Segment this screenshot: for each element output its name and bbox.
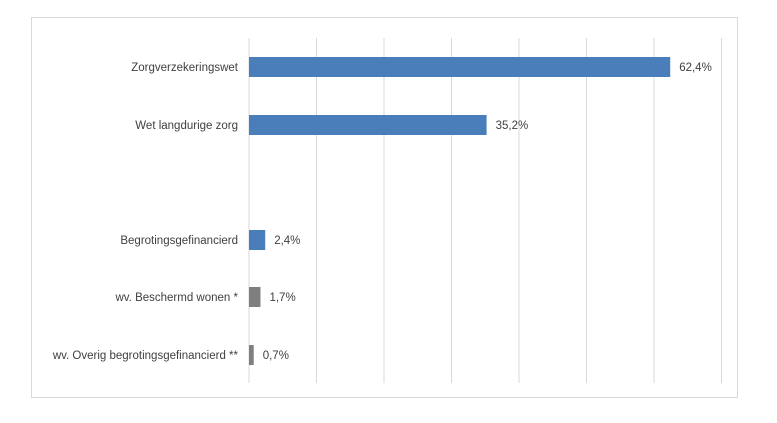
- bar: [249, 230, 266, 250]
- bar: [249, 57, 671, 77]
- value-label: 1,7%: [269, 292, 295, 304]
- category-label: wv. Overig begrotingsgefinancierd **: [52, 350, 239, 362]
- labels: Zorgverzekeringswet 62,4% Wet langdurige z…: [52, 62, 712, 362]
- category-label: Begrotingsgefinancierd: [120, 235, 238, 247]
- category-label: Zorgverzekeringswet: [131, 62, 239, 74]
- value-label: 62,4%: [679, 62, 712, 74]
- bar: [249, 345, 254, 365]
- category-label: wv. Beschermd wonen *: [114, 292, 238, 304]
- value-label: 2,4%: [274, 235, 300, 247]
- category-label: Wet langdurige zorg: [135, 120, 238, 132]
- bar: [249, 287, 261, 307]
- value-label: 35,2%: [496, 120, 529, 132]
- bars: [249, 57, 671, 365]
- gridlines: [248, 38, 722, 383]
- bar: [249, 115, 487, 135]
- value-label: 0,7%: [263, 350, 289, 362]
